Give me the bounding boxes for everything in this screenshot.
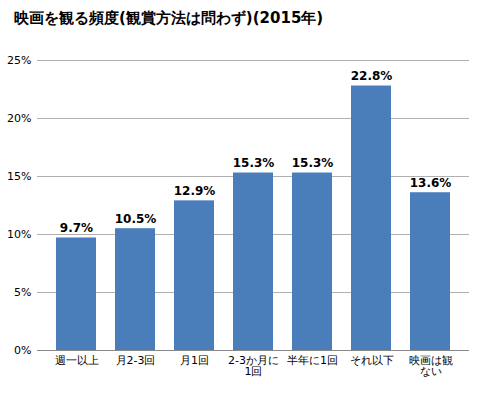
svg-text:5%: 5% — [14, 286, 31, 299]
svg-text:半年に1回: 半年に1回 — [287, 354, 338, 367]
svg-text:月1回: 月1回 — [180, 354, 209, 367]
svg-text:月2-3回: 月2-3回 — [116, 354, 156, 367]
svg-text:2-3か月に1回: 2-3か月に1回 — [228, 354, 279, 378]
svg-text:10.5%: 10.5% — [115, 212, 157, 226]
svg-text:20%: 20% — [7, 112, 31, 125]
svg-text:週一以上: 週一以上 — [55, 354, 99, 367]
svg-text:25%: 25% — [7, 54, 31, 67]
svg-text:22.8%: 22.8% — [351, 69, 393, 83]
svg-text:10%: 10% — [7, 228, 31, 241]
svg-text:0%: 0% — [14, 344, 31, 357]
svg-text:12.9%: 12.9% — [174, 184, 216, 198]
svg-text:13.6%: 13.6% — [410, 176, 452, 190]
html-text:映画を観る頻度(観賞方法は問わず)(2015年): 映画を観る頻度(観賞方法は問わず)(2015年) — [14, 9, 324, 27]
svg-text:9.7%: 9.7% — [60, 221, 93, 235]
svg-text:それ以下: それ以下 — [350, 354, 394, 367]
svg-text:15%: 15% — [7, 170, 31, 183]
svg-text:15.3%: 15.3% — [292, 156, 334, 170]
svg-text:映画は観ない: 映画は観ない — [409, 354, 453, 378]
svg-text:15.3%: 15.3% — [233, 156, 275, 170]
